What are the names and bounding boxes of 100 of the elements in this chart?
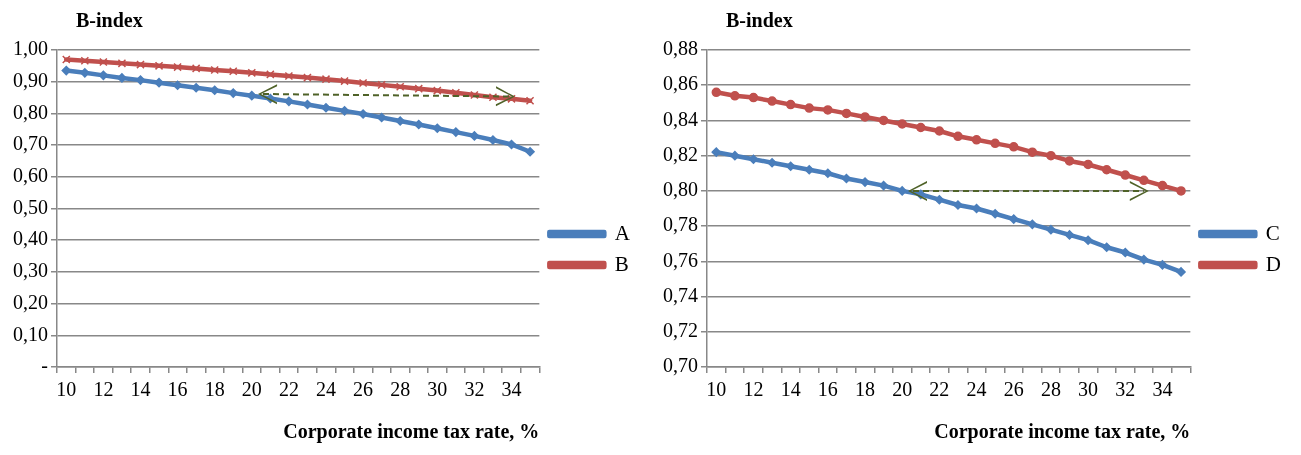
legend-label: A: [614, 220, 631, 245]
x-tick-label: 14: [780, 378, 801, 401]
y-axis-title: B-index: [76, 9, 143, 32]
point: [953, 200, 963, 210]
point: [321, 102, 331, 113]
point: [136, 60, 145, 69]
y-tick-label: 0,82: [663, 142, 698, 165]
y-tick-label: 0,78: [663, 213, 698, 236]
point: [284, 96, 294, 107]
point: [1008, 214, 1019, 224]
x-tick-label: 34: [501, 378, 522, 401]
point: [191, 82, 201, 93]
point: [154, 61, 164, 71]
x-tick-label: 26: [1003, 378, 1024, 401]
point: [525, 96, 535, 106]
point: [191, 64, 201, 73]
x-tick-label: 12: [743, 378, 764, 401]
legend-label: B: [614, 251, 629, 276]
point: [395, 116, 405, 126]
y-axis-title: B-index: [726, 9, 793, 32]
point: [506, 139, 517, 150]
x-tick-label: 16: [817, 378, 838, 401]
point: [897, 119, 907, 129]
x-tick-label: 22: [278, 378, 299, 401]
point: [934, 126, 945, 136]
y-tick-label: 0,40: [13, 227, 48, 250]
point: [173, 62, 182, 72]
point: [284, 71, 294, 81]
point: [841, 108, 852, 119]
x-tick-label: 18: [855, 378, 876, 401]
point: [414, 84, 424, 93]
x-tick-label: 32: [1115, 378, 1136, 401]
point: [860, 177, 870, 187]
point: [748, 92, 759, 103]
point: [358, 109, 368, 119]
point: [228, 88, 238, 98]
point: [247, 68, 257, 78]
point: [488, 135, 498, 145]
y-tick-label: 0,76: [663, 248, 698, 271]
x-tick-label: 24: [315, 378, 336, 401]
point: [990, 209, 1000, 219]
x-tick-label: 34: [1152, 378, 1173, 401]
point: [1027, 147, 1038, 157]
x-axis-title: Corporate income tax rate, %: [283, 420, 540, 444]
point: [971, 135, 982, 145]
point: [823, 168, 833, 179]
point: [470, 90, 479, 100]
y-tick-label: 0,60: [13, 164, 48, 187]
point: [1064, 156, 1075, 166]
point: [414, 119, 424, 130]
x-tick-label: 32: [464, 378, 485, 401]
y-tick-label: 0,72: [663, 319, 698, 342]
point: [878, 115, 889, 126]
point: [61, 55, 71, 64]
x-tick-label: 28: [390, 378, 411, 401]
point: [1046, 150, 1056, 161]
point: [395, 82, 405, 92]
point: [1120, 247, 1131, 258]
point: [1176, 186, 1186, 196]
x-tick-label: 30: [427, 378, 448, 401]
point: [321, 74, 331, 84]
point: [711, 87, 722, 98]
point: [1139, 175, 1149, 186]
point: [154, 77, 164, 88]
point: [117, 73, 127, 83]
x-axis-title: Corporate income tax rate, %: [934, 420, 1191, 444]
y-tick-label: 0,86: [663, 72, 698, 95]
point: [1139, 254, 1149, 265]
point: [210, 65, 219, 75]
x-tick-label: 20: [892, 378, 913, 401]
point: [451, 88, 461, 98]
y-tick-label: 0,88: [663, 37, 698, 60]
point: [1157, 180, 1168, 191]
point: [1008, 142, 1019, 152]
point: [804, 103, 814, 113]
point: [916, 122, 926, 133]
y-tick-label: 0,70: [13, 132, 48, 155]
x-tick-label: 20: [241, 378, 262, 401]
point: [1027, 219, 1038, 230]
point: [469, 131, 480, 141]
point: [767, 96, 777, 106]
point: [1157, 260, 1168, 270]
x-tick-label: 16: [167, 378, 188, 401]
x-tick-label: 18: [204, 378, 225, 401]
point: [228, 66, 238, 76]
point: [990, 138, 1000, 149]
point: [117, 59, 127, 68]
point: [897, 186, 907, 196]
x-tick-label: 10: [706, 378, 727, 401]
y-tick-label: 0,80: [13, 100, 48, 123]
point: [433, 86, 442, 95]
point: [1101, 242, 1112, 252]
point: [1046, 224, 1056, 235]
y-tick-label: 0,90: [13, 68, 48, 91]
x-tick-label: 28: [1040, 378, 1061, 401]
point: [340, 76, 349, 86]
y-tick-label: 0,20: [13, 290, 48, 313]
point: [767, 157, 777, 168]
point: [1101, 165, 1112, 175]
y-tick-label: 0,74: [663, 283, 698, 306]
